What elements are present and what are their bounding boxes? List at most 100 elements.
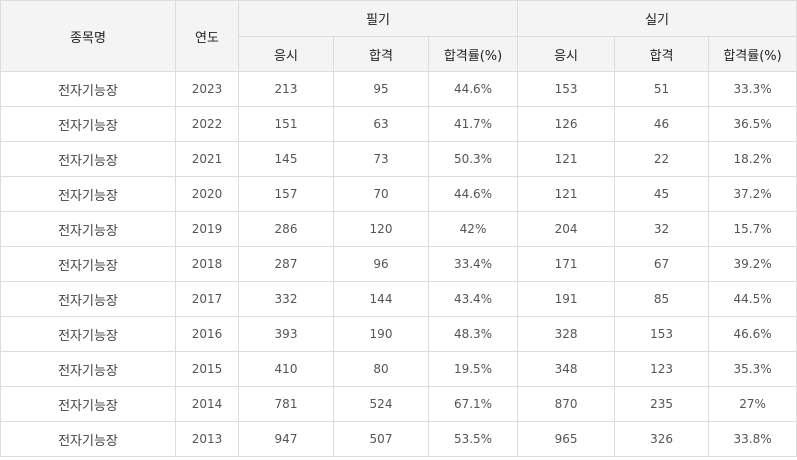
cell-subject: 전자기능장 [0,71,176,107]
cell-practical-pass: 123 [614,351,710,387]
cell-written-rate: 67.1% [427,386,519,422]
cell-practical-apply: 121 [517,176,616,212]
cell-practical-rate: 33.8% [708,421,797,457]
header-practical-pass: 합격 [614,36,710,72]
cell-written-rate: 19.5% [427,351,519,387]
cell-written-rate: 33.4% [427,246,519,282]
cell-practical-apply: 965 [517,421,616,457]
cell-subject: 전자기능장 [0,281,176,317]
cell-practical-apply: 171 [517,246,616,282]
table-row: 전자기능장 2019 286 120 42% 204 32 15.7% [0,211,797,247]
cell-written-pass: 73 [333,141,429,177]
cell-year: 2021 [175,141,239,177]
cell-practical-pass: 51 [614,71,710,107]
cell-year: 2014 [175,386,239,422]
cell-written-pass: 63 [333,106,429,142]
cell-year: 2013 [175,421,239,457]
cell-practical-apply: 328 [517,316,616,352]
cell-practical-rate: 18.2% [708,141,797,177]
cell-subject: 전자기능장 [0,421,176,457]
cell-practical-apply: 121 [517,141,616,177]
table-header: 종목명 연도 필기 실기 응시 합격 합격률(%) 응시 합격 합격률(%) [0,0,797,72]
cell-written-pass: 80 [333,351,429,387]
cell-practical-apply: 153 [517,71,616,107]
cell-practical-apply: 204 [517,211,616,247]
cell-year: 2022 [175,106,239,142]
cell-written-pass: 95 [333,71,429,107]
cell-year: 2018 [175,246,239,282]
cell-practical-pass: 45 [614,176,710,212]
table-row: 전자기능장 2014 781 524 67.1% 870 235 27% [0,386,797,422]
header-row-groups: 종목명 연도 필기 실기 [0,0,797,72]
cell-written-apply: 157 [238,176,334,212]
cell-year: 2023 [175,71,239,107]
cell-year: 2017 [175,281,239,317]
cell-practical-rate: 36.5% [708,106,797,142]
cell-written-apply: 332 [238,281,334,317]
cell-written-rate: 53.5% [427,421,519,457]
cell-written-rate: 43.4% [427,281,519,317]
header-written-group: 필기 [237,0,519,37]
cell-written-rate: 48.3% [427,316,519,352]
cell-practical-rate: 15.7% [708,211,797,247]
cell-subject: 전자기능장 [0,246,176,282]
cell-practical-rate: 37.2% [708,176,797,212]
cell-written-pass: 70 [333,176,429,212]
table-row: 전자기능장 2020 157 70 44.6% 121 45 37.2% [0,176,797,212]
table-row: 전자기능장 2018 287 96 33.4% 171 67 39.2% [0,246,797,282]
cell-practical-pass: 22 [614,141,710,177]
cell-subject: 전자기능장 [0,106,176,142]
cell-written-pass: 507 [333,421,429,457]
table-row: 전자기능장 2022 151 63 41.7% 126 46 36.5% [0,106,797,142]
table-body: 전자기능장 2023 213 95 44.6% 153 51 33.3% 전자기능장 2022 15… [0,71,797,457]
cell-practical-apply: 348 [517,351,616,387]
cell-written-apply: 286 [238,211,334,247]
header-written-apply: 응시 [238,36,334,72]
cell-practical-pass: 46 [614,106,710,142]
cell-written-apply: 287 [238,246,334,282]
cell-year: 2020 [175,176,239,212]
cell-practical-pass: 67 [614,246,710,282]
cell-practical-pass: 326 [614,421,710,457]
cell-year: 2016 [175,316,239,352]
cell-year: 2019 [175,211,239,247]
cell-written-apply: 145 [238,141,334,177]
cell-written-apply: 213 [238,71,334,107]
header-written-rate: 합격률(%) [427,36,519,72]
header-practical-apply: 응시 [517,36,616,72]
cell-subject: 전자기능장 [0,316,176,352]
cell-practical-rate: 27% [708,386,797,422]
cell-practical-pass: 153 [614,316,710,352]
cell-written-apply: 947 [238,421,334,457]
table-row: 전자기능장 2013 947 507 53.5% 965 326 33.8% [0,421,797,457]
table-row: 전자기능장 2021 145 73 50.3% 121 22 18.2% [0,141,797,177]
cell-practical-rate: 39.2% [708,246,797,282]
table-row: 전자기능장 2023 213 95 44.6% 153 51 33.3% [0,71,797,107]
table-row: 전자기능장 2016 393 190 48.3% 328 153 46.6% [0,316,797,352]
cell-practical-pass: 85 [614,281,710,317]
cell-written-rate: 41.7% [427,106,519,142]
cell-practical-pass: 235 [614,386,710,422]
cell-written-pass: 96 [333,246,429,282]
cell-practical-apply: 126 [517,106,616,142]
cell-written-apply: 410 [238,351,334,387]
cell-subject: 전자기능장 [0,176,176,212]
cell-subject: 전자기능장 [0,141,176,177]
cell-written-apply: 781 [238,386,334,422]
header-year: 연도 [175,0,239,72]
cell-practical-rate: 33.3% [708,71,797,107]
cell-year: 2015 [175,351,239,387]
table-row: 전자기능장 2015 410 80 19.5% 348 123 35.3% [0,351,797,387]
cell-practical-apply: 191 [517,281,616,317]
cell-practical-rate: 46.6% [708,316,797,352]
cell-practical-rate: 35.3% [708,351,797,387]
header-row-columns: 응시 합격 합격률(%) 응시 합격 합격률(%) [1,36,797,72]
header-written-pass: 합격 [333,36,429,72]
header-practical-rate: 합격률(%) [708,36,797,72]
cell-subject: 전자기능장 [0,211,176,247]
header-practical-group: 실기 [517,0,797,37]
cell-practical-pass: 32 [614,211,710,247]
table-row: 전자기능장 2017 332 144 43.4% 191 85 44.5% [0,281,797,317]
cell-written-pass: 524 [333,386,429,422]
